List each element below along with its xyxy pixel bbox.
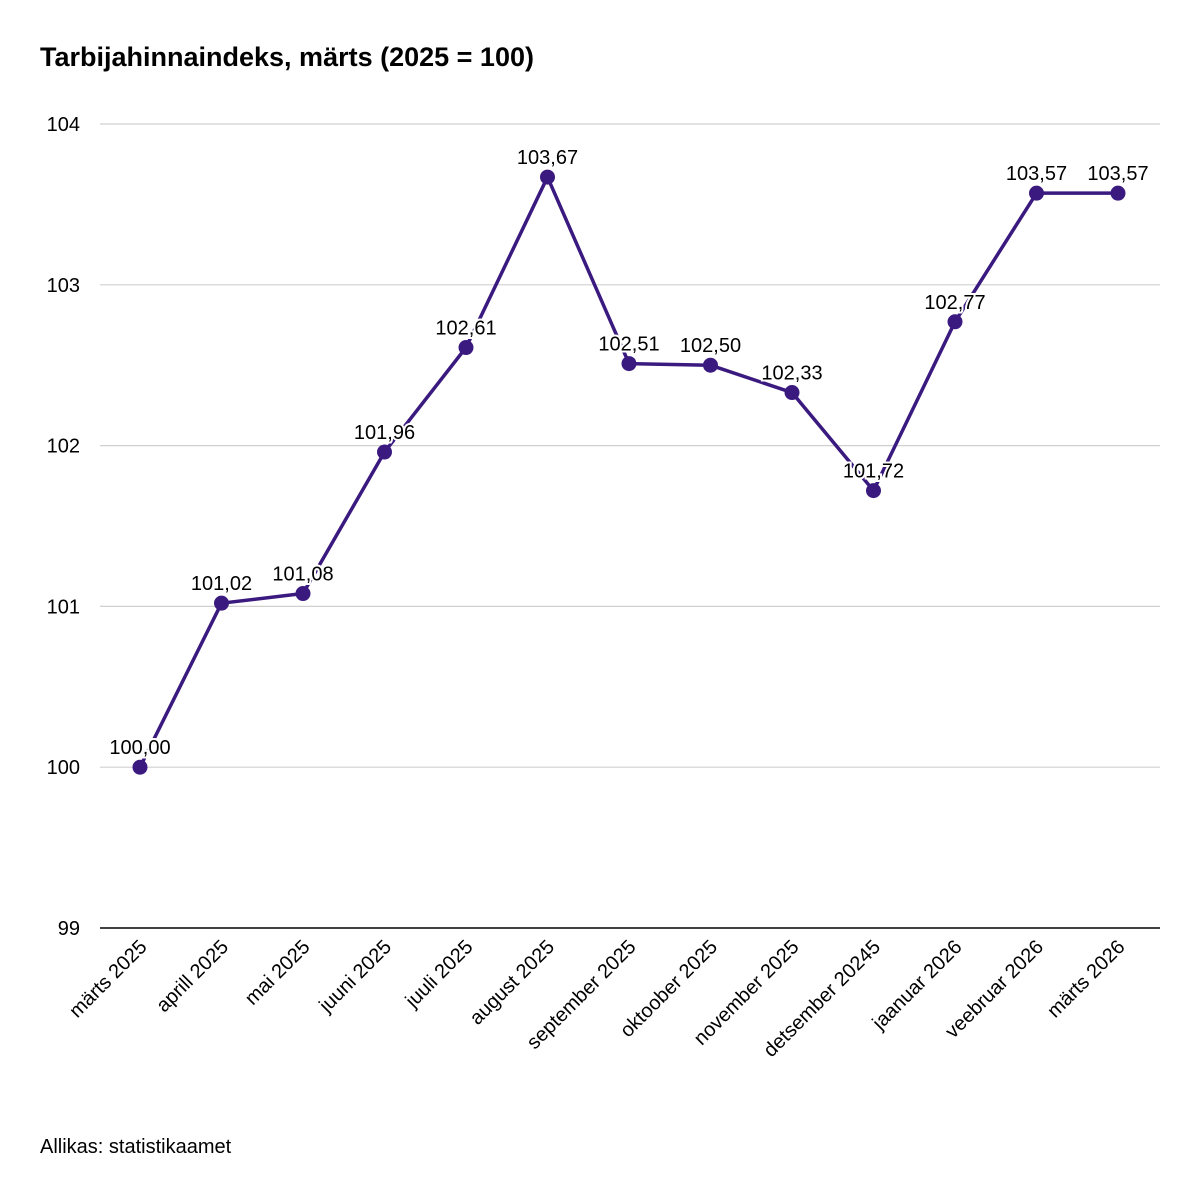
data-point	[866, 483, 881, 499]
data-label: 103,67	[517, 147, 578, 169]
data-label: 103,57	[1087, 163, 1148, 185]
data-point	[214, 595, 229, 611]
data-label: 100,00	[109, 737, 170, 759]
data-point	[703, 357, 718, 373]
data-point	[132, 759, 148, 775]
data-point	[540, 169, 555, 185]
x-tick-label: mai 2025	[241, 936, 315, 1010]
data-label: 103,57	[1006, 163, 1067, 185]
data-point	[784, 385, 800, 401]
data-point	[1029, 185, 1044, 201]
data-label: 101,08	[272, 564, 333, 586]
data-label: 102,77	[924, 292, 985, 314]
series-line	[138, 175, 1118, 768]
data-point	[458, 340, 474, 356]
x-tick-label: aprill 2025	[152, 936, 233, 1017]
data-label: 102,61	[435, 318, 496, 340]
y-tick-label: 103	[47, 275, 80, 297]
data-point	[295, 586, 311, 602]
x-tick-label: märts 2026	[1043, 936, 1129, 1022]
source-note: Allikas: statistikaamet	[40, 1136, 232, 1158]
y-tick-label: 101	[47, 596, 80, 618]
data-label: 101,72	[843, 461, 904, 483]
data-point	[621, 356, 637, 372]
y-tick-label: 99	[58, 918, 80, 940]
data-label: 101,96	[354, 422, 415, 444]
x-tick-label: juuni 2025	[314, 936, 396, 1018]
data-label: 102,50	[680, 335, 741, 357]
data-label: 102,51	[598, 334, 659, 356]
chart-title: Tarbijahinnaindeks, märts (2025 = 100)	[40, 42, 534, 72]
x-tick-label: märts 2025	[65, 936, 151, 1022]
x-tick-label: juuli 2025	[401, 936, 478, 1013]
data-point	[947, 314, 963, 330]
y-tick-label: 104	[47, 114, 80, 136]
data-label: 102,33	[761, 363, 822, 385]
y-tick-label: 102	[47, 436, 80, 458]
data-point	[377, 444, 392, 460]
data-label: 101,02	[191, 573, 252, 595]
data-point	[1110, 185, 1126, 201]
y-tick-label: 100	[47, 757, 80, 779]
